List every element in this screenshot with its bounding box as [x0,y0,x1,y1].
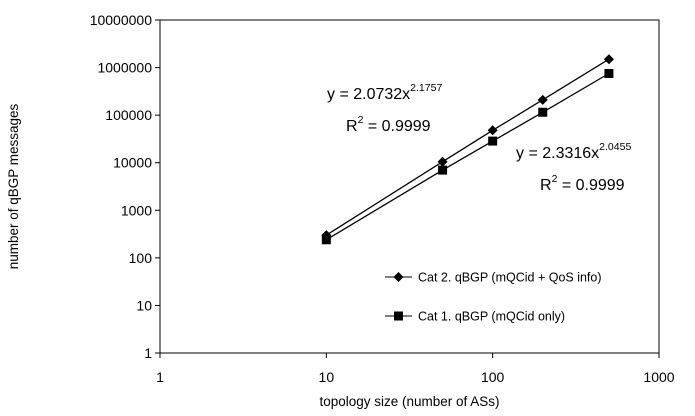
x-axis-title: topology size (number of ASs) [319,394,499,409]
y-axis: 1 10 100 1000 10000 100000 1000000 10000000 [90,12,160,361]
series-2-fit-r2-prefix: R [540,177,552,194]
series-1-fit-equation-prefix: y = 2.0732x [327,86,410,103]
x-tick-label-1: 10 [319,369,335,385]
series-1-fit-exponent: 2.1757 [410,82,442,94]
y-tick-label-7: 10000000 [90,12,153,28]
series-1-point-1 [437,156,448,167]
series-2-point-0 [321,235,331,245]
series-layer [321,54,614,245]
series-2-point-1 [438,165,448,175]
y-tick-label-4: 10000 [113,155,152,171]
y-tick-label-0: 1 [144,345,152,361]
series-1-fit-equation: y = 2.0732x2.1757 [327,82,442,103]
legend-marker-square [394,311,403,321]
x-tick-label-2: 100 [481,369,505,385]
series-1-point-2 [487,125,498,136]
series-2-point-2 [488,136,498,146]
series-2-fit-r2-exp: 2 [552,173,558,185]
legend-label-series-2: Cat 1. qBGP (mQCid only) [418,310,565,324]
series-1-point-3 [537,94,548,105]
y-axis-title: number of qBGP messages [6,103,21,269]
series-2-fit-exponent: 2.0455 [599,141,631,153]
series-2-fit-equation-prefix: y = 2.3316x [516,145,599,162]
legend: Cat 2. qBGP (mQCid + QoS info) Cat 1. qB… [385,271,602,324]
y-tick-label-1: 10 [136,297,152,313]
y-tick-label-6: 1000000 [97,60,152,76]
plot-area [159,19,660,354]
y-tick-label-2: 100 [129,250,153,266]
series-2-point-4 [604,69,614,79]
series-2-fit-r2-suffix: = 0.9999 [557,177,624,194]
series-1-point-4 [603,54,614,65]
x-tick-label-0: 1 [156,369,164,385]
series-1-fit-r2: R2 = 0.9999 [346,114,431,135]
series-1-fit-r2-exp: 2 [358,114,364,126]
y-tick-label-3: 1000 [121,202,152,218]
series-2-fit-r2: R2 = 0.9999 [540,173,625,194]
series-1-fit-r2-suffix: = 0.9999 [363,118,430,135]
legend-label-series-1: Cat 2. qBGP (mQCid + QoS info) [418,271,602,285]
series-1-fit-r2-prefix: R [346,118,358,135]
x-axis: 1 10 100 1000 [156,353,675,385]
y-tick-label-5: 100000 [105,107,152,123]
series-2-fit-equation: y = 2.3316x2.0455 [516,141,631,162]
x-tick-label-3: 1000 [643,369,674,385]
series-2-point-3 [538,107,548,117]
legend-marker-diamond [393,272,404,282]
